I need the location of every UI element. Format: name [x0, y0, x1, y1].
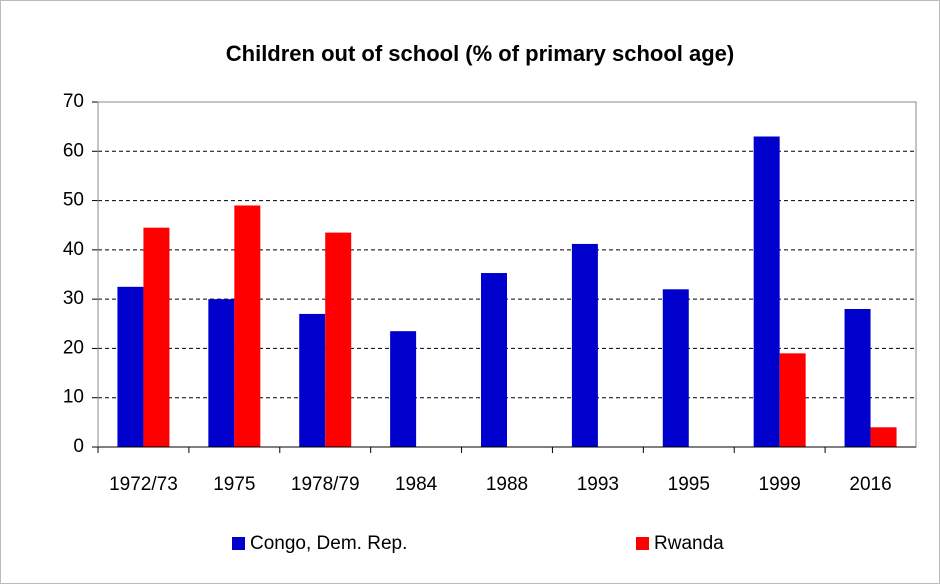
x-tick-label: 2016 [849, 474, 891, 495]
legend-label: Congo, Dem. Rep. [250, 533, 407, 554]
bar [779, 353, 806, 447]
x-tick-label: 1993 [577, 474, 619, 495]
y-tick-label: 30 [63, 288, 84, 309]
x-tick-label: 1988 [486, 474, 528, 495]
bar [870, 427, 897, 447]
y-tick-label: 10 [63, 387, 84, 408]
x-tick-label: 1984 [395, 474, 438, 495]
y-tick-label: 70 [63, 91, 84, 112]
bar [208, 299, 235, 447]
chart-title: Children out of school (% of primary sch… [226, 41, 734, 66]
x-tick-label: 1995 [668, 474, 710, 495]
y-tick-label: 40 [63, 239, 84, 260]
bar [662, 289, 689, 447]
y-tick-label: 50 [63, 190, 84, 211]
bar [117, 286, 144, 447]
bar [143, 227, 170, 447]
y-tick-label: 60 [63, 140, 84, 161]
legend-swatch [232, 537, 245, 550]
x-tick-label: 1972/73 [109, 474, 178, 495]
y-tick-label: 20 [63, 337, 84, 358]
bar [844, 309, 871, 447]
x-tick-label: 1978/79 [291, 474, 360, 495]
bar [481, 273, 507, 447]
x-tick-label: 1999 [759, 474, 801, 495]
bar [753, 136, 780, 447]
bar [234, 205, 261, 447]
legend-label: Rwanda [654, 533, 724, 554]
x-tick-label: 1975 [213, 474, 255, 495]
bar [299, 313, 326, 447]
legend-swatch [636, 537, 649, 550]
bar [571, 243, 598, 447]
bar [325, 232, 352, 447]
y-tick-label: 0 [73, 436, 84, 457]
bar [390, 331, 417, 447]
